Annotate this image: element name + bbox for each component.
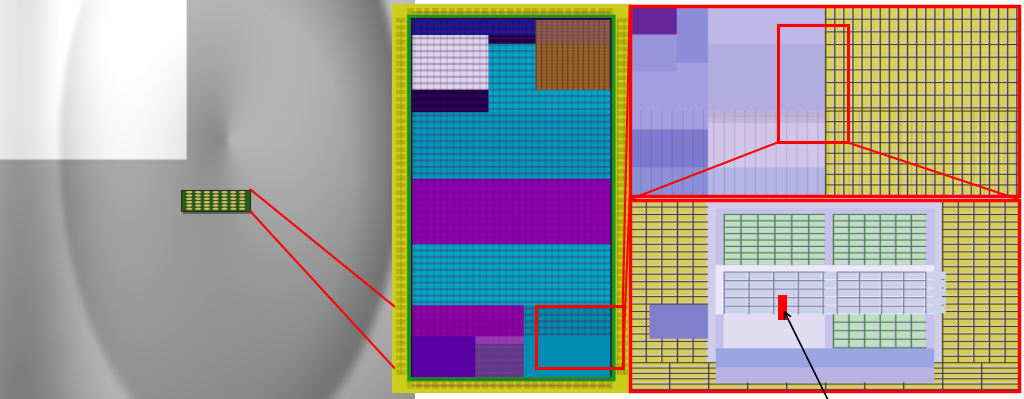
Circle shape bbox=[230, 204, 237, 207]
Circle shape bbox=[195, 198, 201, 200]
Circle shape bbox=[230, 191, 237, 194]
Circle shape bbox=[213, 194, 219, 197]
Bar bbox=[777, 25, 848, 142]
Circle shape bbox=[221, 204, 227, 207]
Circle shape bbox=[195, 204, 201, 207]
Circle shape bbox=[186, 204, 193, 207]
Circle shape bbox=[230, 207, 237, 210]
Circle shape bbox=[186, 191, 193, 194]
Circle shape bbox=[239, 191, 245, 194]
Circle shape bbox=[213, 204, 219, 207]
Circle shape bbox=[239, 204, 245, 207]
Circle shape bbox=[195, 207, 201, 210]
Circle shape bbox=[239, 207, 245, 210]
Bar bbox=[630, 200, 1019, 391]
Circle shape bbox=[204, 198, 210, 200]
Circle shape bbox=[204, 194, 210, 197]
Bar bbox=[181, 190, 251, 211]
Bar bbox=[630, 6, 1019, 196]
Bar bbox=[777, 295, 787, 320]
Circle shape bbox=[195, 194, 201, 197]
Circle shape bbox=[213, 207, 219, 210]
Circle shape bbox=[239, 201, 245, 203]
Circle shape bbox=[239, 198, 245, 200]
Circle shape bbox=[213, 201, 219, 203]
Circle shape bbox=[213, 198, 219, 200]
Circle shape bbox=[230, 201, 237, 203]
Text: single transistor: single transistor bbox=[777, 312, 910, 399]
Circle shape bbox=[195, 191, 201, 194]
Circle shape bbox=[230, 194, 237, 197]
Circle shape bbox=[186, 194, 193, 197]
Circle shape bbox=[186, 201, 193, 203]
Circle shape bbox=[186, 207, 193, 210]
Circle shape bbox=[230, 198, 237, 200]
Circle shape bbox=[213, 191, 219, 194]
Bar bbox=[394, 6, 630, 391]
Circle shape bbox=[239, 194, 245, 197]
Circle shape bbox=[221, 198, 227, 200]
Circle shape bbox=[221, 201, 227, 203]
Circle shape bbox=[221, 207, 227, 210]
Circle shape bbox=[221, 191, 227, 194]
Circle shape bbox=[204, 191, 210, 194]
Circle shape bbox=[204, 207, 210, 210]
Circle shape bbox=[195, 201, 201, 203]
Bar bbox=[183, 211, 253, 214]
Circle shape bbox=[221, 194, 227, 197]
Circle shape bbox=[204, 204, 210, 207]
Circle shape bbox=[186, 198, 193, 200]
Bar bbox=[536, 306, 623, 368]
Circle shape bbox=[204, 201, 210, 203]
